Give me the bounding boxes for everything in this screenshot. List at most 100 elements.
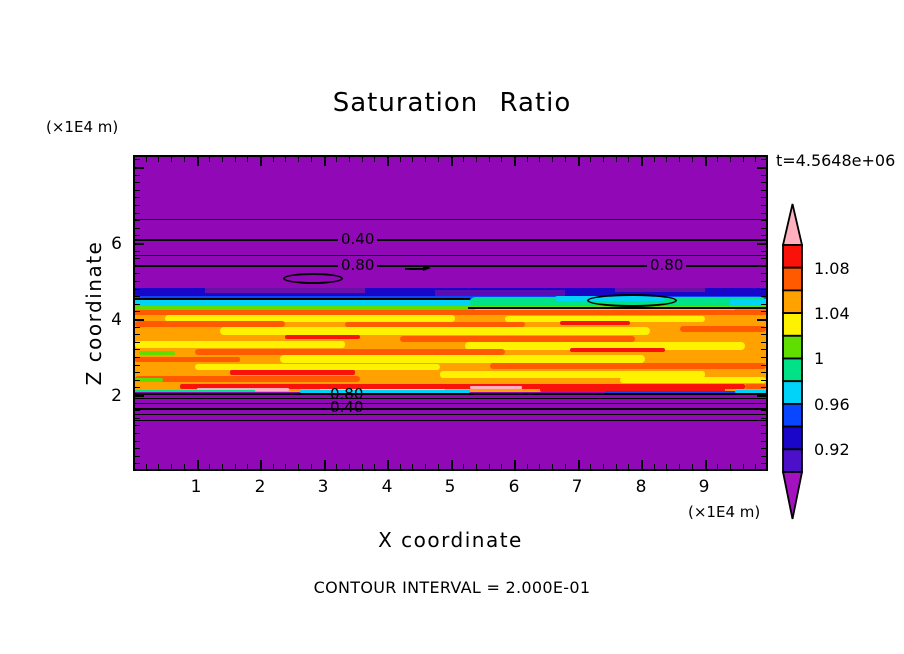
color-fill-band: [135, 300, 505, 307]
axis-tick: [272, 157, 274, 162]
axis-tick: [761, 334, 766, 336]
colorbar-block: [782, 289, 803, 315]
color-fill-band: [345, 322, 525, 327]
color-fill-band: [195, 349, 505, 355]
axis-tick: [196, 157, 199, 166]
plot-title: Saturation Ratio: [332, 88, 572, 118]
axis-tick: [761, 326, 766, 328]
axis-tick: [514, 157, 516, 166]
colorbar-arrow-up: [781, 203, 804, 246]
axis-tick: [412, 464, 414, 469]
axis-tick: [761, 265, 766, 267]
axis-tick: [757, 243, 766, 245]
axis-tick: [761, 296, 766, 298]
axis-tick: [135, 250, 140, 252]
axis-tick: [653, 157, 655, 162]
axis-tick: [761, 433, 766, 434]
axis-tick: [729, 464, 731, 469]
axis-tick: [590, 464, 592, 469]
axis-tick: [135, 258, 140, 260]
contour-line: [135, 420, 766, 421]
contour-line: [135, 219, 766, 220]
axis-tick: [285, 157, 287, 162]
contour-label: 0.40: [338, 232, 378, 247]
axis-tick: [761, 235, 766, 237]
axis-tick: [488, 464, 490, 469]
time-annotation: t=4.5648e+06: [776, 151, 896, 170]
axis-tick: [463, 464, 465, 469]
closed-contour-ellipse: [587, 294, 677, 307]
axis-tick: [761, 250, 766, 252]
color-fill-band: [135, 341, 345, 348]
axis-tick: [666, 157, 668, 162]
axis-tick: [135, 212, 140, 214]
axis-tick: [463, 157, 465, 162]
axis-tick: [761, 220, 766, 222]
axis-tick: [450, 157, 453, 166]
axis-tick: [679, 157, 681, 162]
axis-tick: [135, 425, 140, 427]
colorbar-block: [782, 334, 803, 360]
color-fill-band: [135, 376, 360, 382]
axis-tick: [450, 460, 453, 469]
axis-tick: [135, 243, 144, 245]
axis-tick: [761, 364, 766, 366]
x-axis-unit-label: (×1E4 m): [688, 503, 761, 521]
x-tick-label: 1: [190, 477, 202, 497]
axis-tick: [336, 464, 338, 469]
color-fill-band: [570, 348, 665, 352]
axis-tick: [761, 227, 766, 229]
colorbar-block: [782, 380, 803, 405]
axis-tick: [135, 220, 140, 222]
axis-tick: [761, 212, 766, 214]
axis-tick: [761, 159, 766, 161]
contour-line: [135, 408, 766, 410]
axis-tick: [691, 157, 693, 162]
colorbar-arrow-down: [781, 471, 804, 520]
axis-tick: [761, 357, 766, 358]
axis-tick: [761, 417, 766, 419]
axis-tick: [234, 157, 236, 162]
color-fill-band: [195, 364, 440, 370]
axis-tick: [761, 349, 766, 351]
contour-line: [135, 414, 766, 415]
axis-tick: [285, 464, 287, 469]
axis-tick: [514, 460, 516, 469]
x-axis-title: X coordinate: [378, 528, 523, 552]
axis-tick: [615, 157, 617, 162]
axis-tick: [135, 265, 140, 267]
axis-tick: [761, 303, 766, 305]
axis-tick: [348, 157, 350, 162]
axis-tick: [361, 157, 363, 162]
axis-tick: [135, 182, 140, 184]
colorbar-label: 1: [814, 349, 825, 368]
axis-tick: [135, 235, 140, 237]
axis-tick: [742, 157, 744, 162]
color-fill-band: [490, 363, 766, 369]
axis-ticks-layer: [135, 157, 766, 469]
axis-tick: [501, 464, 503, 469]
axis-tick: [260, 157, 262, 166]
axis-tick: [757, 395, 766, 397]
x-tick-label: 7: [571, 477, 583, 497]
axis-tick: [348, 464, 350, 469]
axis-tick: [145, 464, 147, 469]
axis-tick: [399, 464, 401, 469]
axis-tick: [412, 157, 414, 162]
color-fill-band: [615, 288, 705, 292]
color-fill-band: [165, 315, 455, 322]
axis-tick: [761, 288, 766, 290]
axis-tick: [135, 463, 140, 465]
axis-tick: [602, 157, 604, 162]
axis-tick: [135, 273, 140, 275]
axis-tick: [135, 364, 140, 366]
color-fill-band: [560, 321, 630, 325]
axis-tick: [260, 460, 262, 469]
color-fill-band: [540, 388, 725, 392]
axis-tick: [323, 460, 326, 469]
axis-tick: [135, 440, 140, 442]
axis-tick: [135, 205, 140, 206]
color-fill-band: [139, 351, 175, 355]
axis-tick: [761, 174, 766, 176]
x-tick-label: 9: [698, 477, 710, 497]
